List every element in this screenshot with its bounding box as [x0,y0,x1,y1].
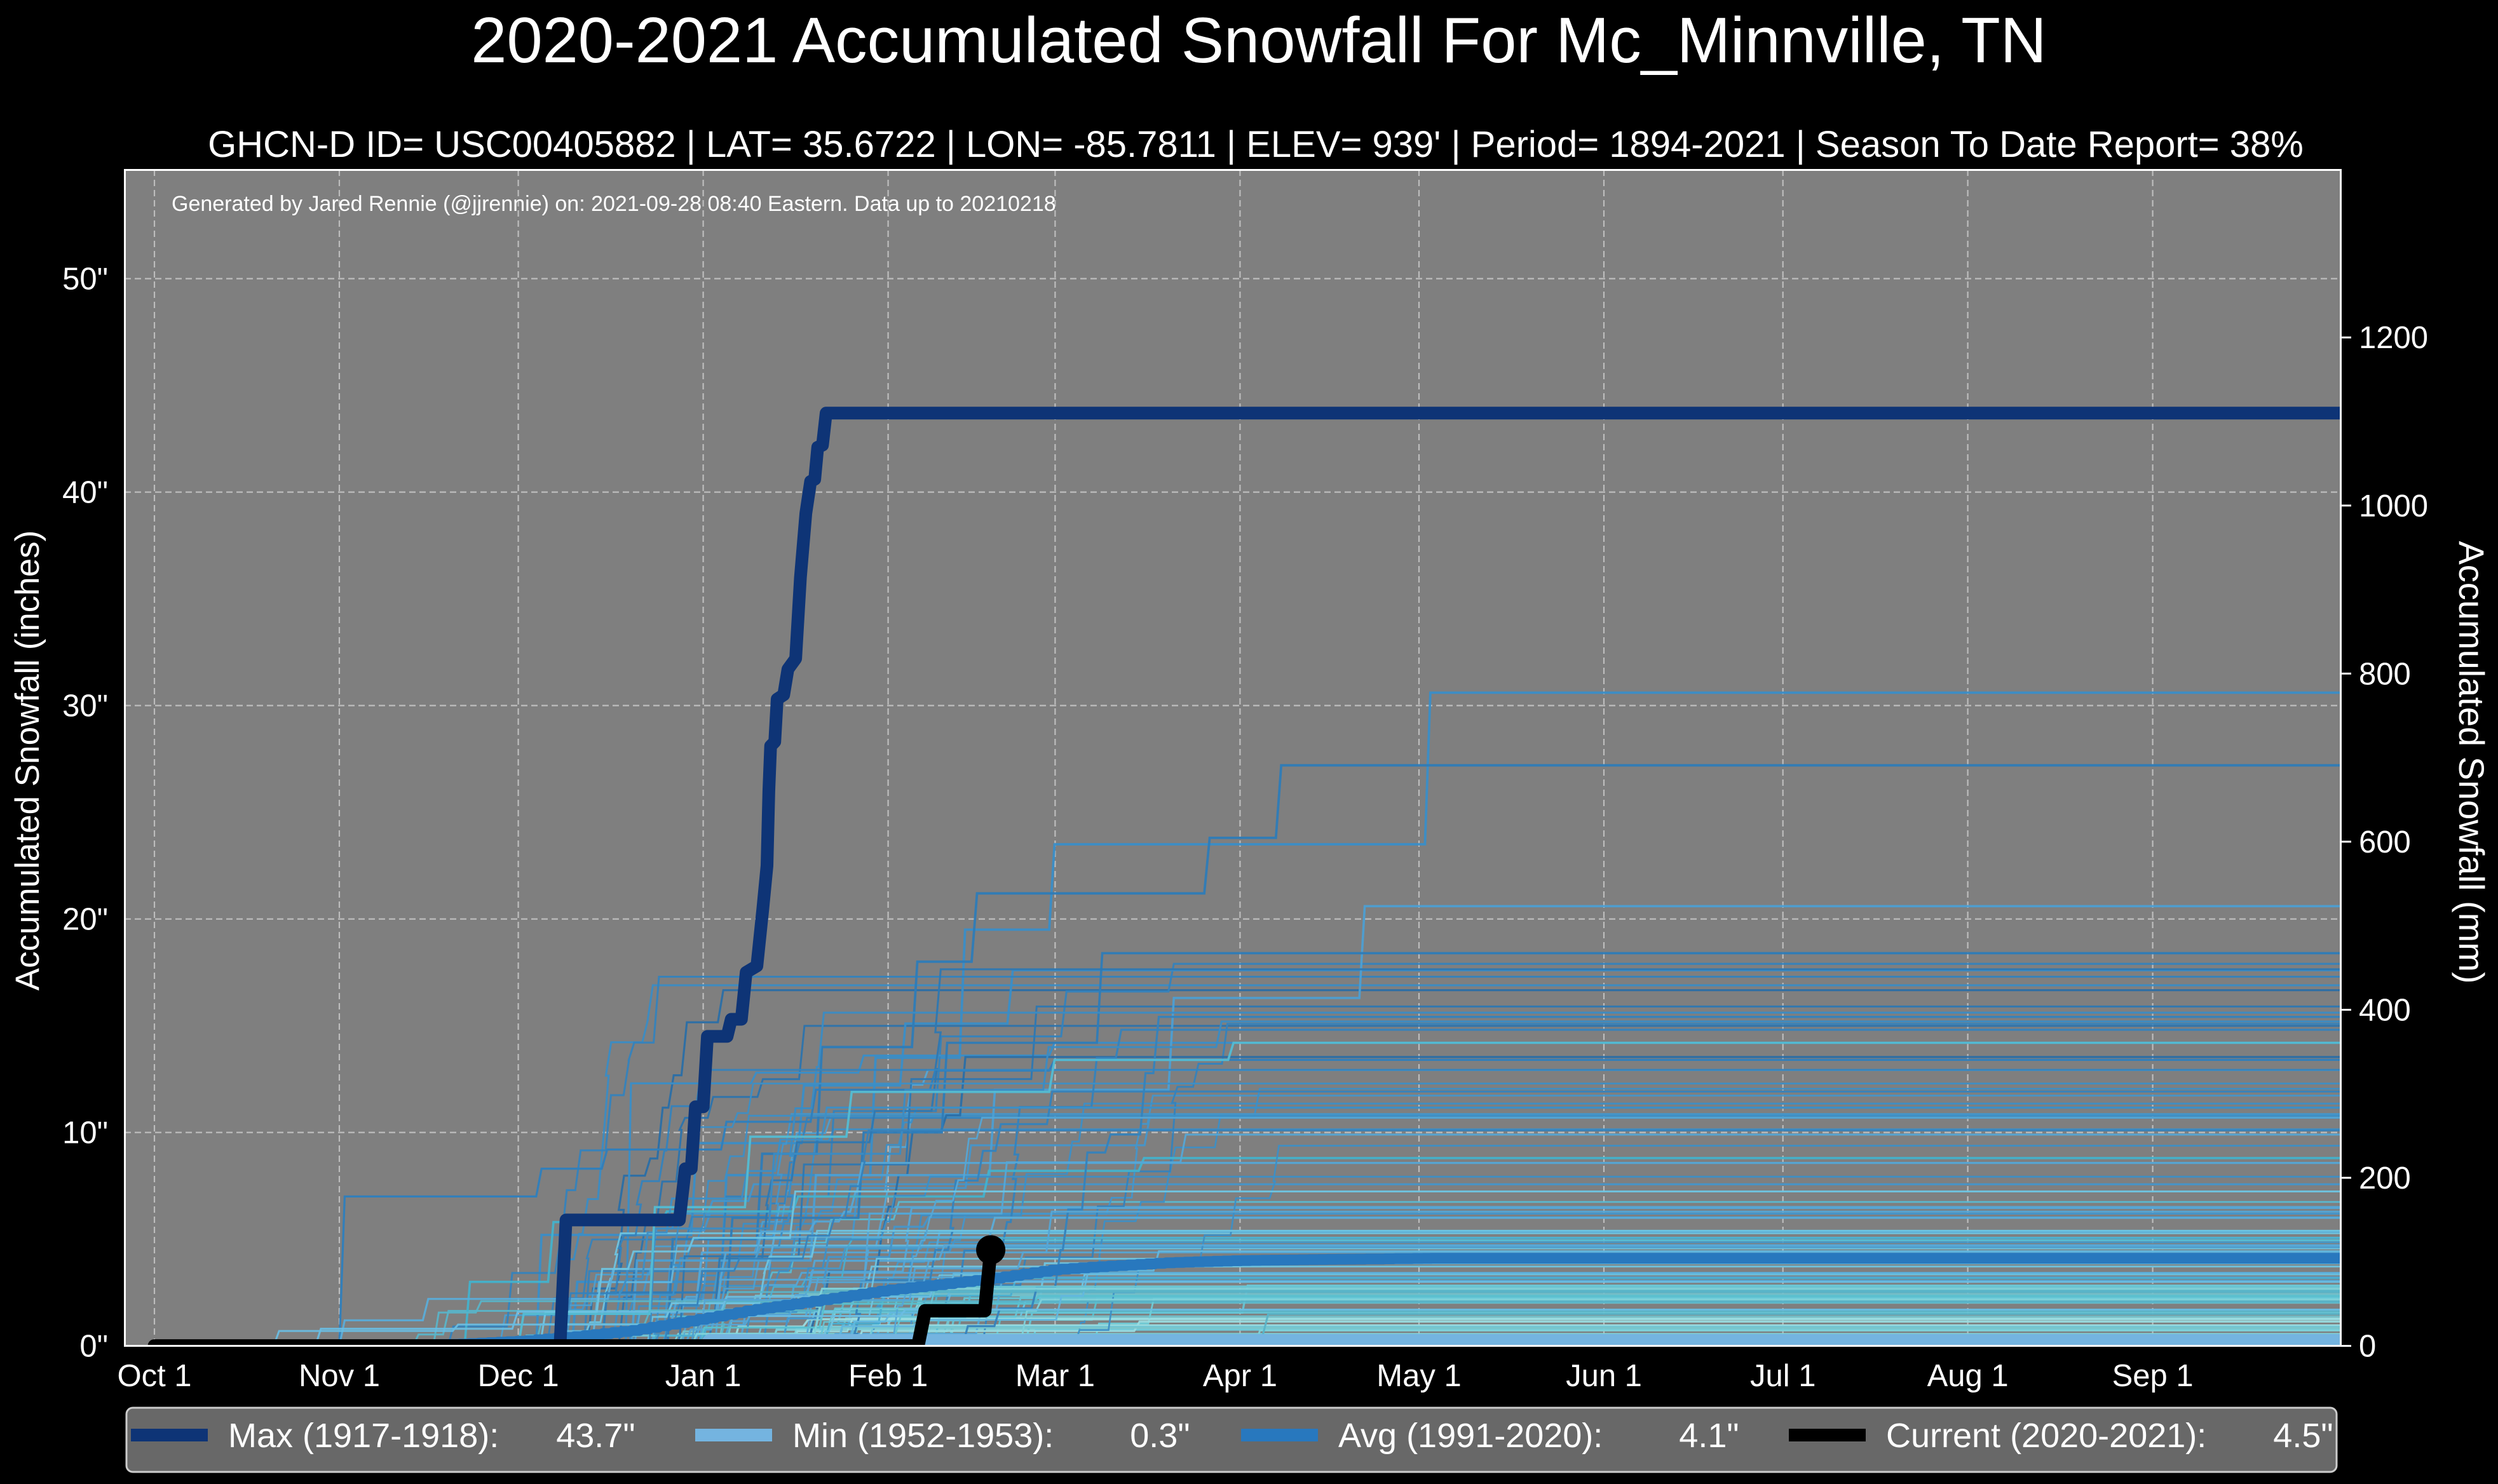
svg-text:600: 600 [2359,825,2411,860]
svg-text:1200: 1200 [2359,321,2428,355]
svg-text:Dec 1: Dec 1 [478,1359,559,1393]
svg-text:Accumulated Snowfall (inches): Accumulated Snowfall (inches) [9,530,46,991]
svg-text:Generated by Jared Rennie (@jj: Generated by Jared Rennie (@jjrennie) on… [172,192,1056,216]
svg-text:Oct 1: Oct 1 [117,1359,191,1393]
svg-text:Jun 1: Jun 1 [1566,1359,1642,1393]
svg-text:0": 0" [79,1330,108,1364]
svg-text:2020-2021 Accumulated Snowfall: 2020-2021 Accumulated Snowfall For Mc_Mi… [471,5,2046,76]
svg-text:Sep 1: Sep 1 [2112,1359,2194,1393]
svg-text:Jul 1: Jul 1 [1750,1359,1816,1393]
svg-text:200: 200 [2359,1161,2411,1196]
svg-text:30": 30" [62,689,108,724]
svg-text:GHCN-D ID= USC00405882 | LAT=: GHCN-D ID= USC00405882 | LAT= 35.6722 | … [208,124,2304,165]
svg-text:Min (1952-1953): 0.3": Min (1952-1953): 0.3" [792,1417,1190,1455]
svg-text:Aug 1: Aug 1 [1927,1359,2009,1393]
svg-text:Accumulated Snowfall (mm): Accumulated Snowfall (mm) [2452,541,2492,983]
svg-text:400: 400 [2359,994,2411,1028]
svg-text:800: 800 [2359,657,2411,691]
svg-text:Nov 1: Nov 1 [299,1359,380,1393]
svg-text:Feb 1: Feb 1 [848,1359,928,1393]
svg-text:20": 20" [62,903,108,937]
svg-text:May 1: May 1 [1376,1359,1461,1393]
svg-text:Mar 1: Mar 1 [1015,1359,1095,1393]
svg-text:10": 10" [62,1116,108,1150]
svg-text:50": 50" [62,262,108,297]
svg-text:Jan 1: Jan 1 [665,1359,742,1393]
svg-text:Avg (1991-2020): 4.1": Avg (1991-2020): 4.1" [1338,1417,1739,1455]
svg-text:Max (1917-1918): 43.7": Max (1917-1918): 43.7" [228,1417,635,1455]
svg-text:0: 0 [2359,1330,2376,1364]
svg-text:Apr 1: Apr 1 [1203,1359,1277,1393]
svg-text:40": 40" [62,476,108,510]
svg-text:Current (2020-2021): 4.5: Current (2020-2021): 4.5" [1886,1417,2333,1455]
svg-text:1000: 1000 [2359,489,2428,523]
